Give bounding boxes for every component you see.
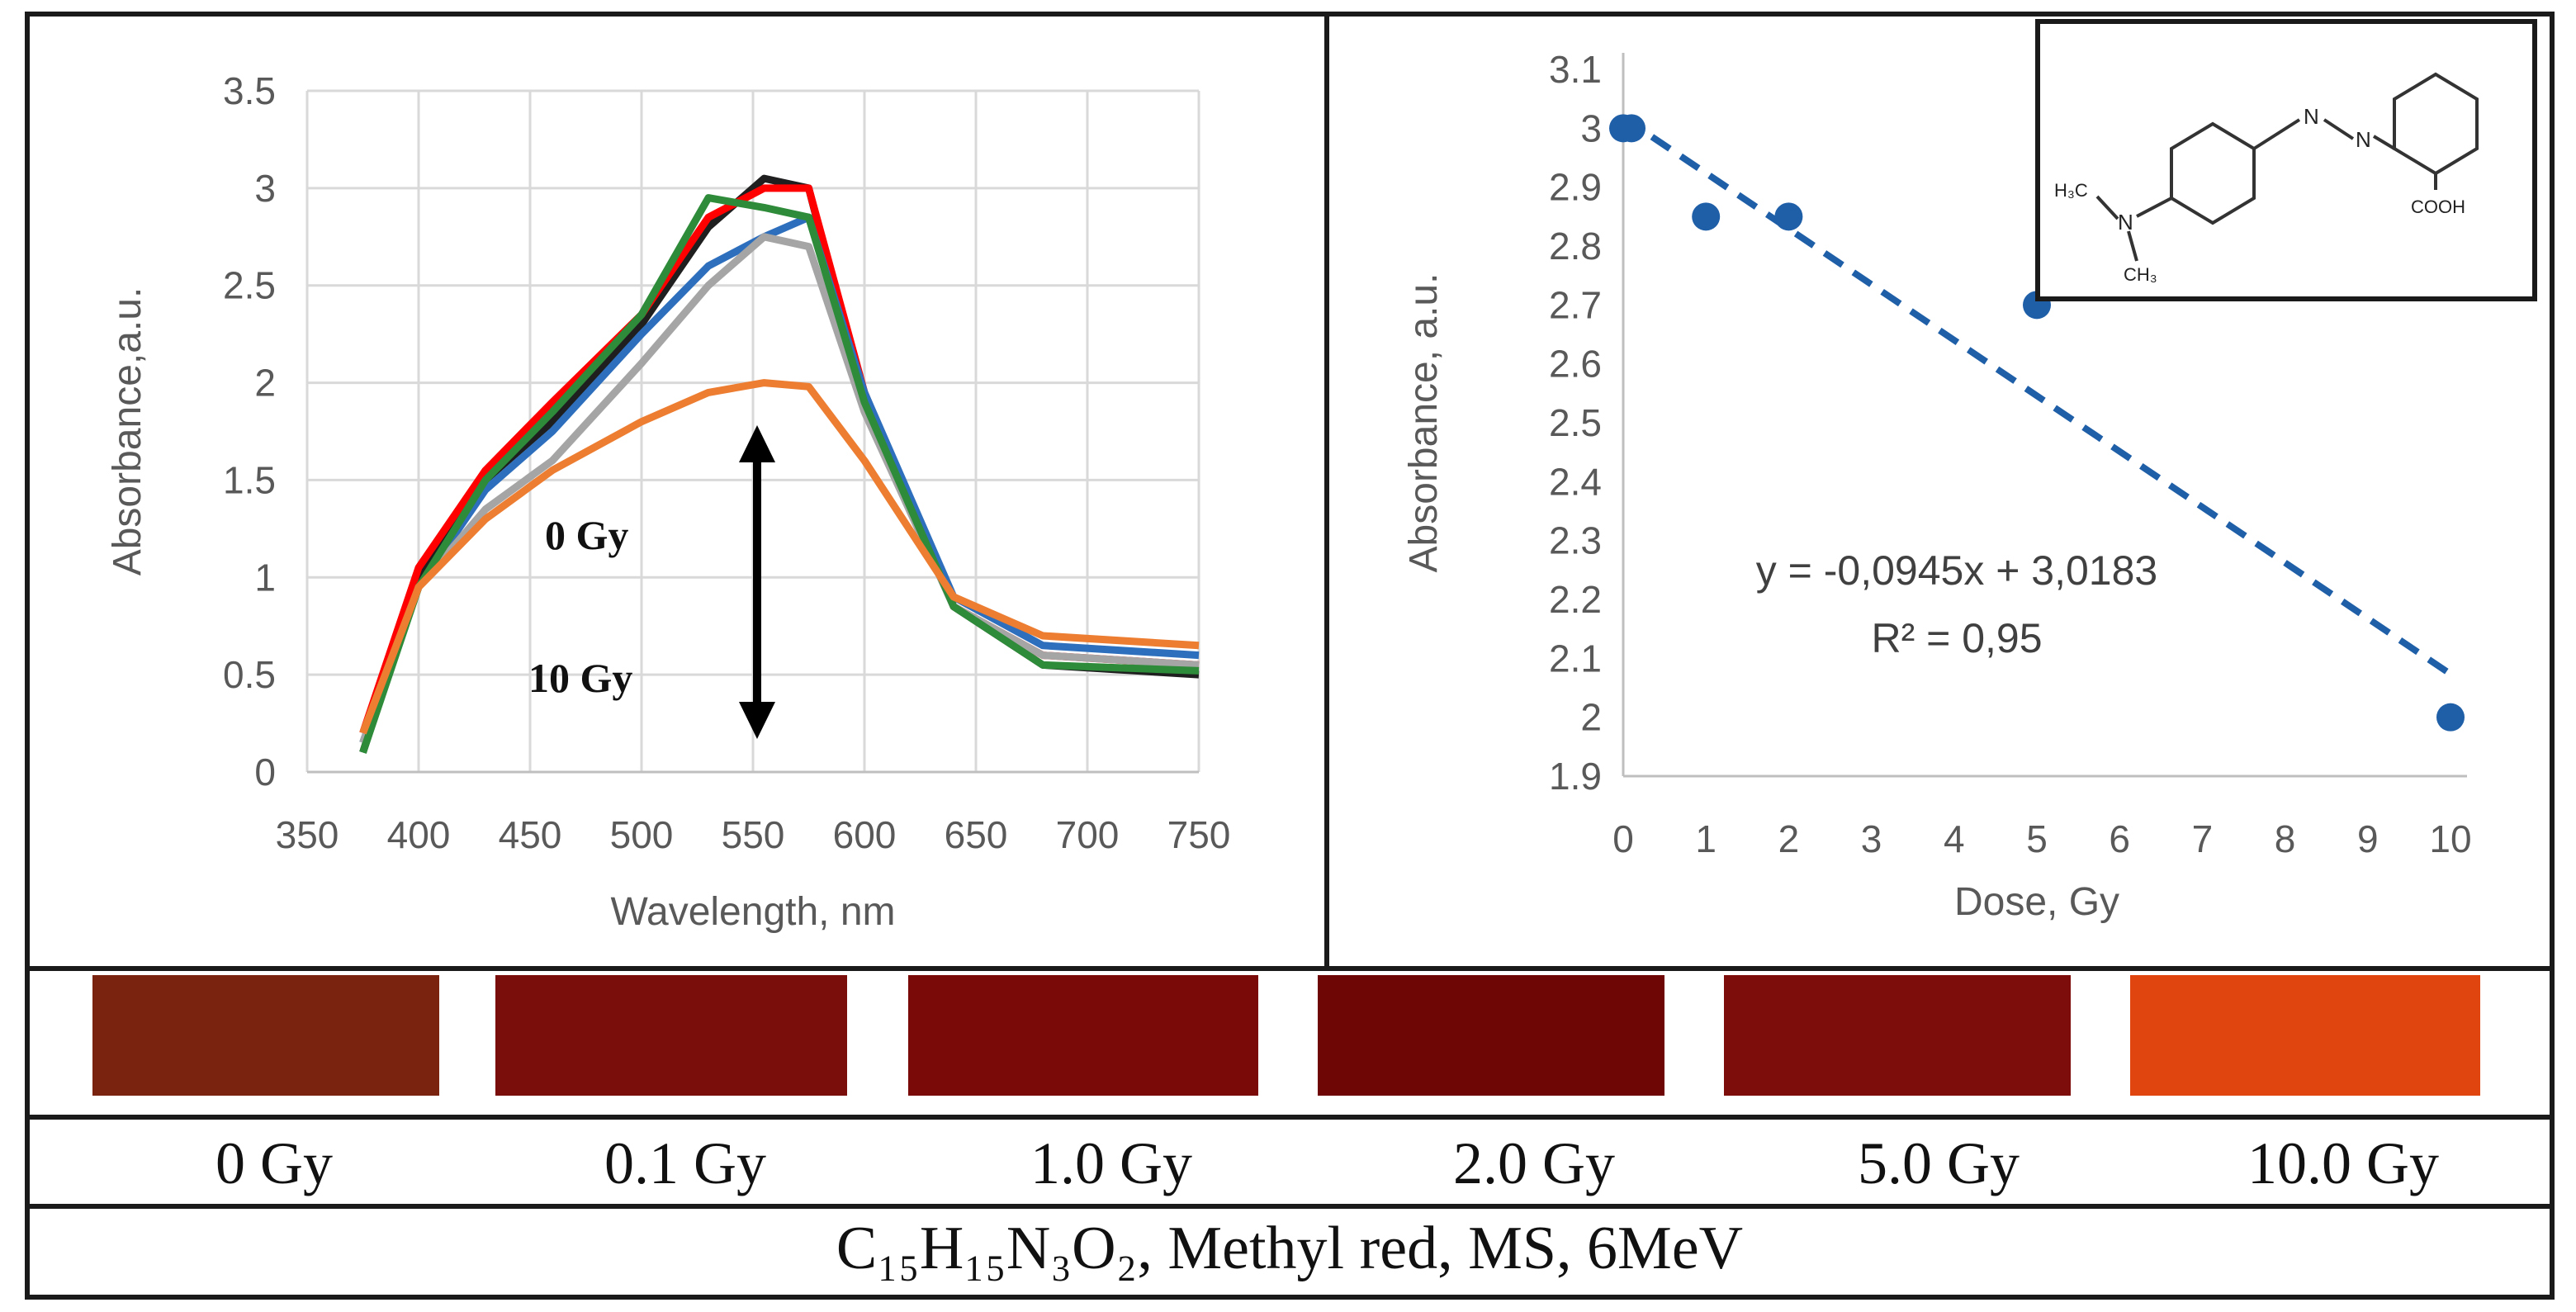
azo-bond bbox=[2252, 118, 2301, 150]
y-tick-label: 3 bbox=[254, 167, 276, 210]
dose-chart: 0 1 2 3 4 5 6 7 8 9 10 1.9 2 2.1 2.2 2.3 2.4 2.5 2.6 2.7 2.8… bbox=[1402, 48, 2472, 924]
x-tick-label: 3 bbox=[1861, 817, 1882, 860]
sample-swatch bbox=[92, 975, 439, 1096]
annotation-0gy: 0 Gy bbox=[545, 512, 628, 558]
y-tick-label: 2.7 bbox=[1549, 283, 1602, 326]
amine-bond bbox=[2136, 197, 2172, 218]
divider-swatches-bottom bbox=[25, 1115, 2555, 1120]
y-tick-label: 3 bbox=[1580, 107, 1602, 149]
nitrogen-label: N bbox=[2304, 104, 2319, 129]
y-tick-label: 1.5 bbox=[223, 458, 276, 501]
y-tick-label: 1 bbox=[254, 556, 276, 599]
x-tick-label: 550 bbox=[722, 813, 785, 856]
y-tick-label: 1.9 bbox=[1549, 755, 1602, 798]
y-tick-label: 0 bbox=[254, 751, 276, 793]
sample-label: 2.0 Gy bbox=[1453, 1130, 1615, 1196]
sample-swatch bbox=[495, 975, 847, 1096]
sample-swatch bbox=[1318, 975, 1664, 1096]
y-tick-label: 2.6 bbox=[1549, 343, 1602, 386]
series-line bbox=[359, 194, 1200, 754]
x-tick-label: 4 bbox=[1944, 817, 1965, 860]
carboxyl-label: COOH bbox=[2411, 197, 2465, 217]
divider-vertical bbox=[1324, 12, 1329, 971]
azo-double-bond bbox=[2323, 118, 2355, 140]
r-squared: R² = 0,95 bbox=[1871, 615, 2042, 661]
y-tick-label: 2.5 bbox=[223, 264, 276, 307]
y-tick-label: 2.4 bbox=[1549, 460, 1602, 503]
methyl-bond bbox=[2095, 195, 2119, 220]
trendline bbox=[1621, 114, 2453, 677]
methyl-label: CH₃ bbox=[2124, 264, 2157, 285]
x-tick-label: 500 bbox=[610, 813, 674, 856]
methyl-bond bbox=[2127, 230, 2138, 262]
sample-label: 10.0 Gy bbox=[2247, 1130, 2439, 1196]
x-tick-label: 450 bbox=[499, 813, 562, 856]
chart-canvas: 350 400 450 500 550 600 650 700 75000.511.522.53… bbox=[106, 19, 2537, 934]
x-tick-label: 650 bbox=[945, 813, 1008, 856]
y-tick-label: 2 bbox=[254, 362, 276, 405]
y-tick-label: 0.5 bbox=[223, 653, 276, 696]
series-line bbox=[359, 184, 1200, 735]
x-tick-label: 7 bbox=[2192, 817, 2214, 860]
data-point bbox=[2436, 703, 2465, 732]
x-tick-label: 400 bbox=[387, 813, 451, 856]
x-axis-label: Dose, Gy bbox=[1954, 880, 2119, 924]
y-tick-label: 2.5 bbox=[1549, 401, 1602, 444]
methyl-label: H₃C bbox=[2054, 180, 2088, 201]
x-tick-label: 10 bbox=[2429, 817, 2471, 860]
y-tick-label: 2 bbox=[1580, 696, 1602, 739]
x-tick-label: 750 bbox=[1167, 813, 1231, 856]
x-tick-label: 8 bbox=[2275, 817, 2296, 860]
divider-charts-bottom bbox=[25, 966, 2555, 971]
y-tick-label: 2.1 bbox=[1549, 637, 1602, 680]
y-tick-label: 2.2 bbox=[1549, 578, 1602, 621]
azo-bond bbox=[2372, 135, 2396, 150]
trendline-equation: y = -0,0945x + 3,0183 bbox=[1756, 547, 2157, 594]
figure-frame bbox=[25, 12, 2555, 1300]
x-tick-label: 1 bbox=[1695, 817, 1717, 860]
data-point bbox=[1617, 114, 1646, 143]
x-tick-label: 350 bbox=[276, 813, 339, 856]
y-tick-label: 2.8 bbox=[1549, 225, 1602, 268]
y-tick-label: 2.3 bbox=[1549, 519, 1602, 562]
y-axis-label: Absorbance,a.u. bbox=[106, 287, 149, 576]
figure-caption: C₁₅H₁₅N₃O₂, Methyl red, MS, 6MeV bbox=[836, 1215, 1744, 1282]
x-axis-label: Wavelength, nm bbox=[610, 890, 895, 934]
x-tick-label: 700 bbox=[1056, 813, 1120, 856]
sample-swatch bbox=[908, 975, 1258, 1096]
y-tick-label: 2.9 bbox=[1549, 166, 1602, 209]
y-tick-label: 3.1 bbox=[1549, 48, 1602, 91]
annotation-10gy: 10 Gy bbox=[528, 655, 632, 701]
spectrum-chart: 350 400 450 500 550 600 650 700 750 0 0.5 1 1.5 2 2.5 3… bbox=[106, 69, 1230, 934]
sample-label: 0.1 Gy bbox=[604, 1130, 766, 1196]
molecule-box bbox=[2035, 19, 2537, 301]
divider-labels-bottom bbox=[25, 1204, 2555, 1209]
sample-swatch bbox=[1724, 975, 2071, 1096]
data-point bbox=[1774, 202, 1803, 231]
x-tick-label: 0 bbox=[1612, 817, 1634, 860]
y-tick-label: 3.5 bbox=[223, 69, 276, 112]
series-line bbox=[359, 379, 1200, 735]
x-tick-label: 5 bbox=[2026, 817, 2048, 860]
x-tick-label: 6 bbox=[2109, 817, 2130, 860]
sample-label: 0 Gy bbox=[215, 1130, 333, 1196]
data-point bbox=[1692, 202, 1721, 231]
methyl-red-structure: N N N H₃C CH₃ COOH bbox=[2035, 19, 2537, 301]
nitrogen-label: N bbox=[2118, 210, 2133, 234]
dose-arrow-head-up bbox=[739, 425, 775, 462]
y-axis-label: Absorbance, a.u. bbox=[1402, 273, 1446, 573]
sample-label: 5.0 Gy bbox=[1858, 1130, 2020, 1196]
x-tick-label: 600 bbox=[833, 813, 897, 856]
sample-label: 1.0 Gy bbox=[1030, 1130, 1192, 1196]
x-tick-label: 2 bbox=[1778, 817, 1800, 860]
dose-arrow-head-down bbox=[739, 702, 775, 739]
x-tick-label: 9 bbox=[2357, 817, 2379, 860]
nitrogen-label: N bbox=[2356, 127, 2371, 152]
sample-swatch bbox=[2130, 975, 2480, 1096]
